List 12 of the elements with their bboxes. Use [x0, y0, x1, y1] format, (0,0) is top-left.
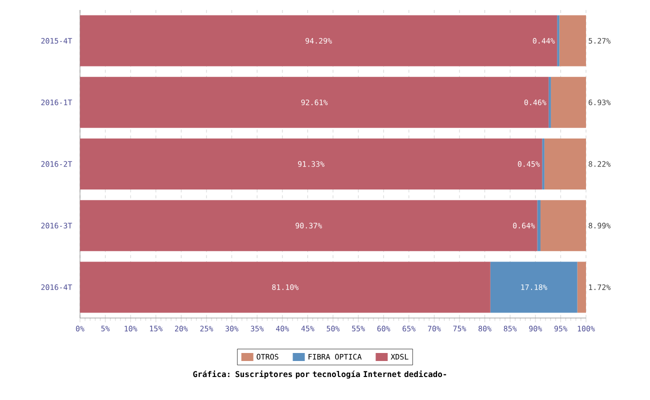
- bar: [80, 76, 549, 128]
- bar: [80, 200, 538, 252]
- bar: [80, 15, 558, 66]
- bar: [537, 200, 541, 252]
- bar: [544, 138, 586, 190]
- bar: [550, 76, 586, 128]
- bar: [540, 200, 586, 252]
- bar: [80, 262, 490, 313]
- bar: [577, 262, 586, 313]
- bar: [80, 138, 542, 190]
- bar: [490, 262, 578, 313]
- bar: [559, 15, 586, 66]
